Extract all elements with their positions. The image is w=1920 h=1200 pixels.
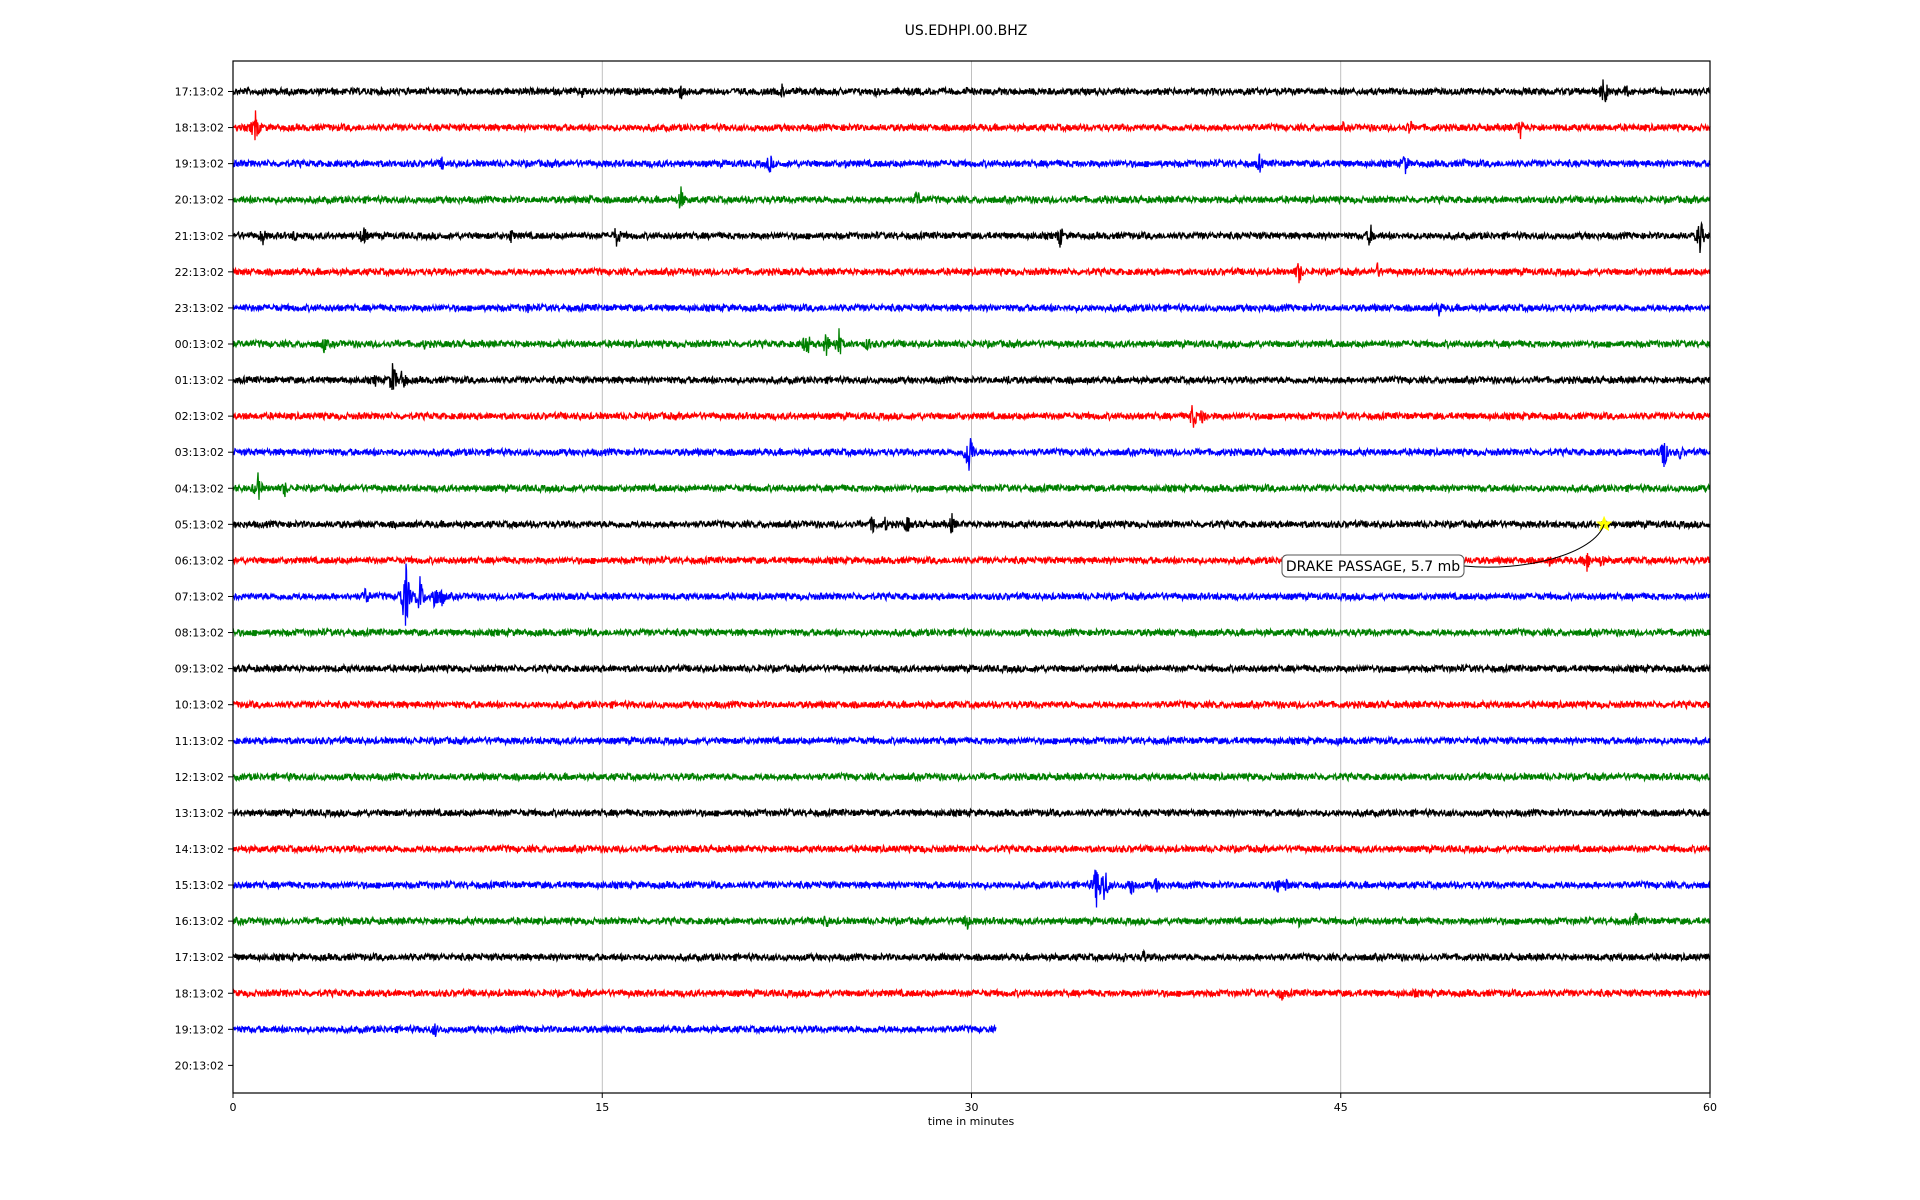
- row-label: 13:13:02: [175, 807, 224, 820]
- trace-line: [232, 698, 1711, 711]
- row-label: 04:13:02: [175, 482, 224, 495]
- trace-line: [233, 110, 1711, 141]
- trace-line: [232, 513, 1711, 535]
- row-label-layer: 17:13:02 18:13:02 19:13:02 20:13:02 21:13:02…: [175, 86, 233, 1072]
- trace-line: [232, 662, 1711, 675]
- row-label: 07:13:02: [175, 590, 224, 603]
- trace-layer: [232, 79, 1711, 1037]
- trace-line: [232, 262, 1711, 284]
- row-label: 19:13:02: [175, 158, 224, 171]
- trace-line: [232, 771, 1711, 783]
- trace-line: [232, 869, 1711, 908]
- row-label: 06:13:02: [175, 554, 224, 567]
- row-label: 18:13:02: [175, 122, 224, 135]
- trace-line: [232, 186, 1711, 209]
- event-connector-line: [1463, 524, 1605, 568]
- row-label: 18:13:02: [175, 987, 224, 1000]
- x-tick-label: 15: [595, 1101, 609, 1114]
- chart-title: US.EDHPI.00.BHZ: [905, 23, 1028, 39]
- row-label: 22:13:02: [175, 266, 224, 279]
- trace-line: [232, 987, 1711, 1001]
- row-label: 14:13:02: [175, 843, 224, 856]
- trace-line: [232, 807, 1711, 819]
- x-tick-label: 30: [965, 1101, 979, 1114]
- event-label-box: [1281, 554, 1465, 578]
- row-label: 05:13:02: [175, 518, 224, 531]
- x-tick-layer: 0 15 30 45 60: [230, 1093, 1717, 1114]
- trace-line: [232, 1023, 997, 1037]
- row-label: 17:13:02: [175, 951, 224, 964]
- trace-line: [232, 405, 1711, 428]
- trace-line: [232, 438, 1711, 471]
- trace-line: [232, 363, 1711, 391]
- trace-line: [232, 843, 1711, 855]
- trace-line: [232, 220, 1711, 254]
- event-layer: DRAKE PASSAGE, 5.7 mb: [1281, 515, 1613, 578]
- trace-line: [232, 912, 1711, 930]
- row-label: 16:13:02: [175, 915, 224, 928]
- trace-line: [232, 734, 1711, 748]
- trace-line: [232, 948, 1711, 964]
- row-label: 19:13:02: [175, 1023, 224, 1036]
- row-label: 00:13:02: [175, 338, 224, 351]
- row-label: 02:13:02: [175, 410, 224, 423]
- row-label: 21:13:02: [175, 230, 224, 243]
- row-label: 20:13:02: [175, 1059, 224, 1072]
- plot-frame: [232, 60, 1711, 1094]
- trace-line: [232, 79, 1711, 103]
- row-label: 08:13:02: [175, 627, 224, 640]
- trace-line: [232, 301, 1711, 317]
- x-tick-label: 45: [1334, 1101, 1348, 1114]
- row-label: 09:13:02: [175, 663, 224, 676]
- row-label: 12:13:02: [175, 771, 224, 784]
- event-label: DRAKE PASSAGE, 5.7 mb: [1286, 559, 1460, 575]
- row-label: 01:13:02: [175, 374, 224, 387]
- trace-line: [232, 626, 1711, 639]
- x-axis-label: time in minutes: [928, 1115, 1015, 1128]
- row-label: 23:13:02: [175, 302, 224, 315]
- x-tick-label: 60: [1703, 1101, 1717, 1114]
- row-label: 15:13:02: [175, 879, 224, 892]
- row-label: 10:13:02: [175, 699, 224, 712]
- row-label: 11:13:02: [175, 735, 224, 748]
- trace-line: [232, 153, 1711, 175]
- event-star-marker: [1595, 515, 1613, 532]
- trace-line: [232, 472, 1711, 500]
- x-tick-label: 0: [230, 1101, 237, 1114]
- trace-line: [232, 328, 1711, 356]
- row-label: 20:13:02: [175, 194, 224, 207]
- row-label: 17:13:02: [175, 86, 224, 99]
- trace-line: [232, 563, 1711, 626]
- row-label: 03:13:02: [175, 446, 224, 459]
